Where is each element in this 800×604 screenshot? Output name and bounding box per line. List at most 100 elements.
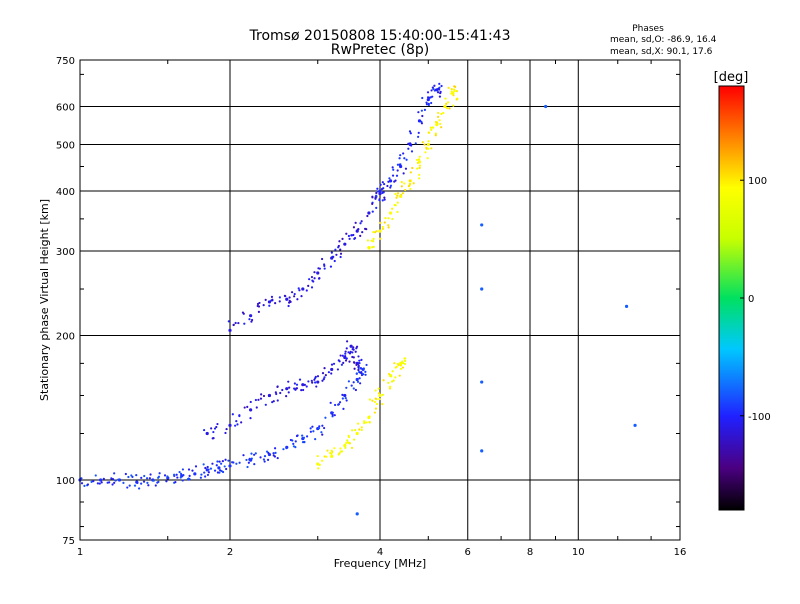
data-point xyxy=(262,394,266,398)
data-point xyxy=(270,295,274,298)
data-point xyxy=(146,481,149,484)
data-point xyxy=(313,271,316,274)
data-point xyxy=(430,101,433,105)
data-point xyxy=(279,391,282,395)
data-point xyxy=(394,204,397,207)
data-point xyxy=(409,171,412,174)
data-point xyxy=(249,400,252,404)
trace xyxy=(203,340,363,440)
data-point xyxy=(391,174,395,177)
data-point xyxy=(181,479,184,482)
data-point xyxy=(181,468,185,471)
data-point xyxy=(334,248,337,251)
data-point xyxy=(212,437,215,440)
data-point xyxy=(276,399,279,402)
data-point xyxy=(253,463,256,466)
data-point xyxy=(358,359,361,362)
data-point xyxy=(224,458,227,461)
data-point xyxy=(420,109,423,112)
data-point xyxy=(290,291,294,294)
data-point xyxy=(307,284,310,287)
data-point xyxy=(219,469,222,472)
colorbar xyxy=(718,85,745,511)
data-point xyxy=(404,167,408,170)
data-point xyxy=(264,403,267,406)
data-point xyxy=(275,392,278,396)
data-point xyxy=(383,182,386,186)
data-point xyxy=(263,454,267,458)
x-tick-label: 4 xyxy=(377,547,383,558)
data-point xyxy=(98,482,101,485)
data-point xyxy=(199,476,203,479)
data-point xyxy=(316,380,320,384)
data-point xyxy=(173,473,176,476)
data-point xyxy=(434,88,438,91)
data-point xyxy=(276,456,279,460)
data-point xyxy=(295,383,299,386)
data-point xyxy=(325,455,328,458)
data-point xyxy=(163,474,167,477)
data-point xyxy=(345,441,348,445)
data-point xyxy=(194,465,198,468)
data-point xyxy=(305,289,308,292)
data-point xyxy=(309,430,312,433)
trace xyxy=(78,361,368,490)
data-point xyxy=(309,427,312,430)
data-point xyxy=(122,481,125,484)
data-point xyxy=(544,104,548,109)
data-point xyxy=(216,422,219,426)
data-point xyxy=(452,94,455,97)
data-point xyxy=(227,459,230,462)
data-point xyxy=(343,443,347,448)
data-point xyxy=(442,111,445,115)
data-point xyxy=(108,481,111,484)
data-point xyxy=(278,296,281,299)
data-point xyxy=(257,305,261,308)
data-point xyxy=(268,304,271,307)
data-point xyxy=(379,183,382,186)
data-point xyxy=(355,372,358,375)
data-point xyxy=(330,363,334,366)
data-point xyxy=(352,387,355,390)
data-point xyxy=(400,180,403,184)
trace xyxy=(375,82,443,197)
data-point xyxy=(267,300,272,304)
data-point xyxy=(382,379,385,382)
data-point xyxy=(92,480,95,483)
data-point xyxy=(330,372,333,375)
data-point xyxy=(293,295,296,298)
data-point xyxy=(427,103,430,107)
data-point xyxy=(350,446,354,449)
data-point xyxy=(409,132,412,135)
data-point xyxy=(391,370,394,373)
data-point xyxy=(135,474,138,477)
data-point xyxy=(149,473,152,476)
data-point xyxy=(429,126,432,129)
data-point xyxy=(374,197,377,200)
data-point xyxy=(301,287,305,291)
x-tick-label: 8 xyxy=(527,547,533,558)
data-point xyxy=(480,380,484,384)
data-point xyxy=(210,427,213,430)
data-point xyxy=(424,151,427,154)
data-point xyxy=(354,350,357,353)
data-point xyxy=(96,482,99,485)
data-point xyxy=(357,368,360,372)
data-point xyxy=(375,402,379,406)
data-point xyxy=(235,420,238,423)
data-point xyxy=(292,445,295,448)
data-point xyxy=(345,386,348,389)
data-point xyxy=(440,112,443,116)
data-point xyxy=(282,448,285,451)
data-point xyxy=(250,320,253,323)
data-point xyxy=(259,456,262,459)
data-point xyxy=(320,431,323,434)
data-point xyxy=(365,363,368,367)
data-point xyxy=(333,259,336,263)
grid xyxy=(80,60,680,540)
data-point xyxy=(343,355,347,360)
data-point xyxy=(187,468,191,471)
data-point xyxy=(428,96,431,99)
data-point xyxy=(376,187,379,190)
data-point xyxy=(166,475,169,478)
